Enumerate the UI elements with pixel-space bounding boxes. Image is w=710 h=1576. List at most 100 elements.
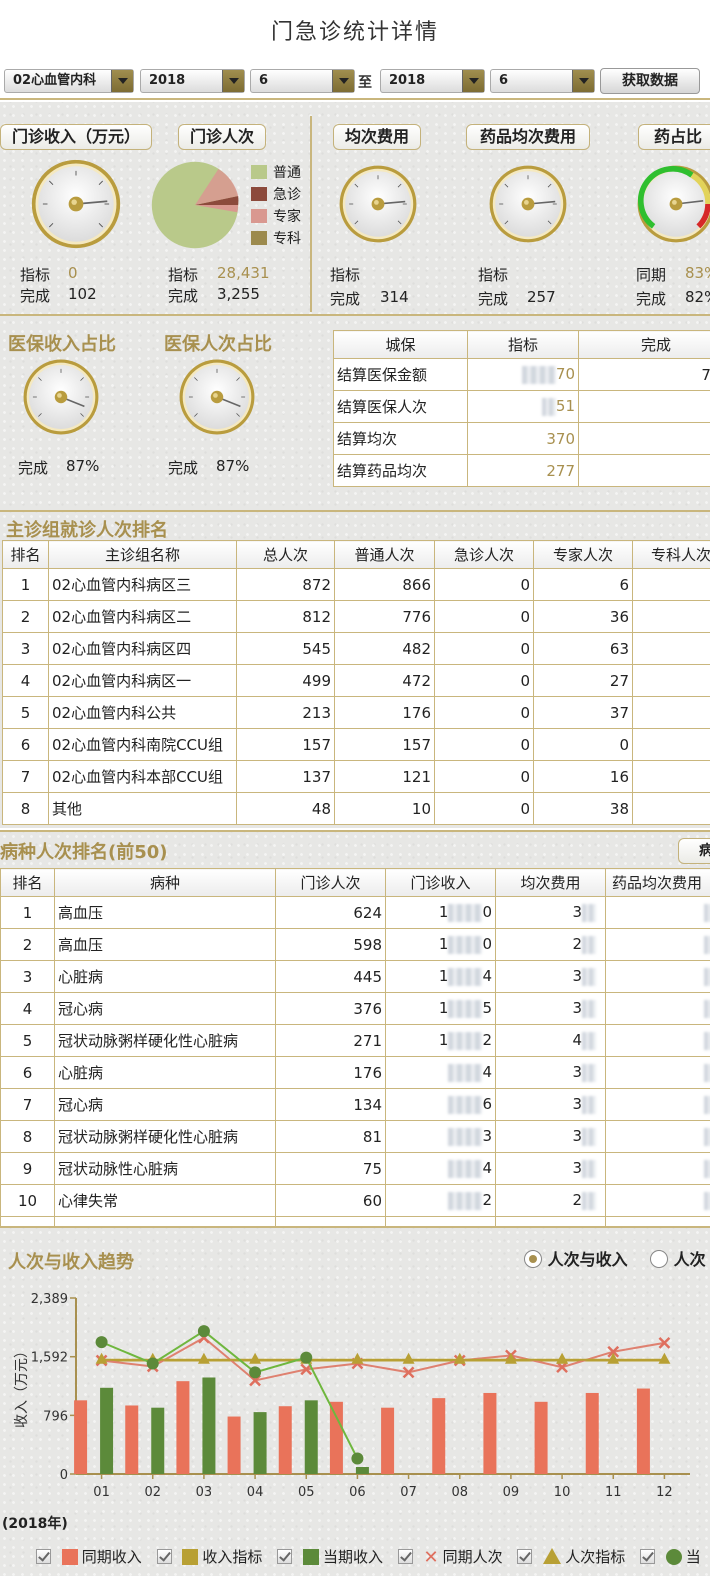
checkbox-icon[interactable] — [156, 1549, 172, 1564]
start-year-value: 2018 — [149, 73, 186, 88]
disease-name-cell: 冠心病 — [54, 992, 276, 1025]
chevron-down-icon[interactable] — [222, 70, 244, 92]
chevron-down-icon[interactable] — [462, 70, 484, 92]
checkbox-icon[interactable] — [517, 1549, 533, 1564]
income-tail: 0 — [482, 935, 492, 954]
avg-cost-gauge — [339, 165, 417, 243]
end-month-select[interactable]: 6 — [490, 69, 595, 93]
disease-name-cell: 冠状动脉粥样硬化性心脏病 — [54, 1120, 276, 1153]
fetch-data-button[interactable]: 获取数据 — [600, 68, 700, 94]
column-header: 病种 — [54, 868, 276, 897]
drug-cell: 53 — [605, 1024, 710, 1057]
masked-value — [448, 967, 483, 986]
emergency-cell: 0 — [434, 728, 534, 761]
rank-cell: 7 — [0, 1088, 55, 1121]
visits-cell: 598 — [275, 928, 386, 961]
start-month-value: 6 — [259, 73, 269, 88]
radio-visits-income[interactable]: 人次与收入 — [524, 1246, 628, 1270]
trend-panel: 人次与收入趋势 人次与收入 人次 0 796 1,592 2,389 收入（万元） 01 0… — [0, 1226, 710, 1576]
disease-side-button[interactable]: 病 — [678, 838, 710, 864]
chevron-down-icon[interactable] — [111, 70, 133, 92]
emergency-cell: 0 — [434, 696, 534, 729]
bar-curr-income — [253, 1412, 267, 1474]
start-month-select[interactable]: 6 — [250, 69, 355, 93]
bar-prev-income — [483, 1392, 497, 1474]
triangle-marker — [607, 1352, 620, 1364]
checkbox-icon[interactable] — [639, 1549, 655, 1564]
department-select[interactable]: 02心血管内科 — [4, 69, 134, 93]
outpatient-income-target-label: 指标 — [20, 266, 51, 284]
masked-value — [448, 999, 483, 1018]
bar-prev-income — [432, 1398, 446, 1474]
y-axis-label: 收入（万元） — [14, 1344, 30, 1428]
table-row: 4 冠心病 376 15 3 20 — [0, 992, 710, 1025]
radio-selected-icon[interactable] — [524, 1250, 542, 1268]
radio-label: 人次 — [673, 1250, 706, 1269]
cross-marker — [556, 1361, 568, 1374]
avg-head: 4 — [572, 1031, 582, 1050]
disease-ranking-panel: 病种人次排名(前50) 病 排名 病种 门诊人次 门诊收入 均次费用 药品均次费… — [0, 830, 710, 1249]
masked-value — [448, 1191, 483, 1210]
income-head: 1 — [438, 903, 449, 922]
radio-visits[interactable]: 人次 — [650, 1246, 706, 1270]
page-title: 门急诊统计详情 — [0, 0, 710, 62]
expert-cell: 27 — [533, 664, 633, 697]
row-target: 51 — [467, 390, 579, 423]
checkbox-icon[interactable] — [277, 1549, 293, 1564]
income-tail: 4 — [482, 1159, 492, 1178]
rank-cell: 2 — [2, 600, 49, 633]
emergency-cell: 0 — [434, 664, 534, 697]
emergency-cell: 0 — [434, 792, 534, 825]
bar-curr-income — [355, 1467, 369, 1474]
radio-unselected-icon[interactable] — [650, 1250, 668, 1268]
circle-marker-icon — [665, 1549, 682, 1565]
drug-cell: 76 — [605, 1120, 710, 1153]
column-header: 排名 — [2, 540, 49, 569]
legend-text: 同期收入 — [81, 1548, 142, 1566]
chevron-down-icon[interactable] — [332, 70, 354, 92]
avg-head: 3 — [572, 1159, 582, 1178]
start-year-select[interactable]: 2018 — [140, 69, 245, 93]
masked-value — [703, 935, 710, 954]
x-tick-label: 01 — [93, 1485, 110, 1500]
visits-legend: 普通 急诊 专家 专科 — [251, 162, 301, 250]
emergency-cell: 0 — [434, 760, 534, 793]
triangle-marker — [402, 1352, 415, 1364]
rank-cell: 2 — [0, 928, 55, 961]
drug-cell: 20 — [605, 992, 710, 1025]
legend-item: 急诊 — [251, 184, 301, 206]
y-tick-label: 796 — [43, 1409, 68, 1424]
masked-value — [582, 1159, 596, 1178]
income-tail: 2 — [482, 1191, 492, 1210]
outpatient-income-label: 门诊收入（万元） — [0, 124, 152, 150]
disease-name-cell: 冠心病 — [54, 1088, 276, 1121]
chevron-down-icon[interactable] — [572, 70, 594, 92]
masked-value — [582, 999, 596, 1018]
rank-cell: 4 — [2, 664, 49, 697]
income-tail: 5 — [482, 999, 492, 1018]
table-row: 6 心脏病 176 4 3 53 — [0, 1056, 710, 1089]
avg-head: 3 — [572, 1063, 582, 1082]
legend-text: 专家 — [273, 209, 301, 225]
rank-cell: 3 — [2, 632, 49, 665]
avg-cost-target-label: 指标 — [330, 266, 361, 284]
table-row: 7 02心血管内科本部CCU组 137 121 0 16 — [2, 760, 710, 793]
checkbox-icon[interactable] — [36, 1549, 51, 1564]
avg-cell: 4 — [495, 1024, 606, 1057]
pie-slice-special — [195, 169, 239, 205]
normal-cell: 866 — [334, 568, 435, 601]
masked-value — [541, 397, 556, 416]
normal-cell: 157 — [334, 728, 435, 761]
table-row: 7 冠心病 134 6 3 19 — [0, 1088, 710, 1121]
special-cell — [632, 728, 710, 761]
table-row: 1 高血压 624 10 3 73 — [0, 896, 710, 929]
row-name: 结算药品均次 — [333, 454, 468, 487]
rank-cell: 9 — [0, 1152, 55, 1185]
end-year-select[interactable]: 2018 — [380, 69, 485, 93]
x-tick-label: 04 — [247, 1485, 264, 1500]
x-tick-label: 09 — [503, 1485, 520, 1500]
table-row: 5 冠状动脉粥样硬化性心脏病 271 12 4 53 — [0, 1024, 710, 1057]
total-cell: 545 — [236, 632, 335, 665]
visits-cell: 445 — [275, 960, 386, 993]
checkbox-icon[interactable] — [397, 1549, 413, 1564]
